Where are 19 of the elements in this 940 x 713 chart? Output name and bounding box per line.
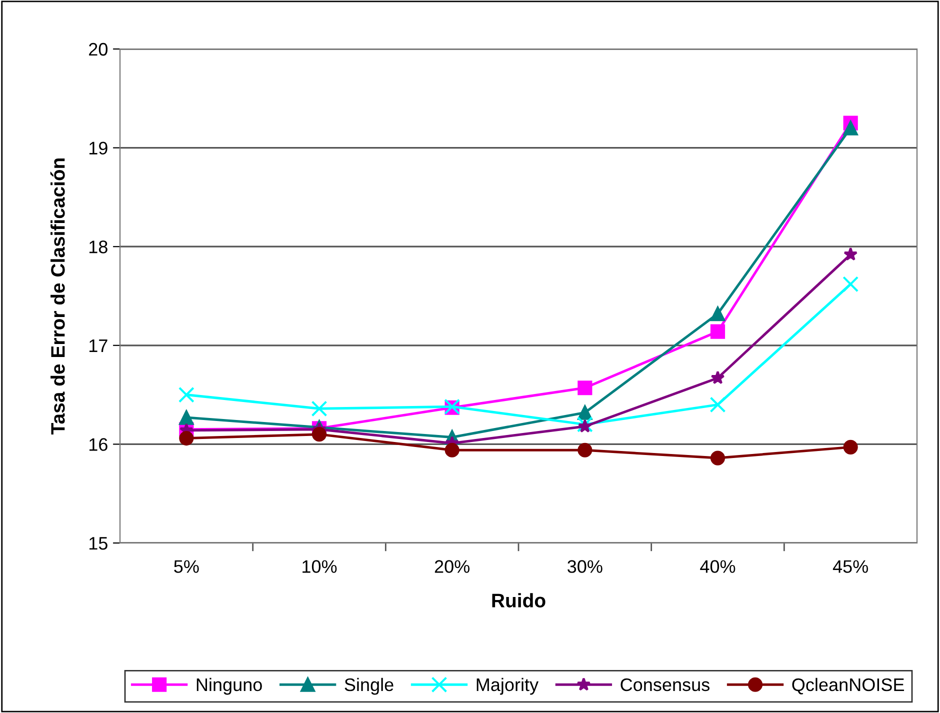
- legend-label: QcleanNOISE: [792, 678, 904, 694]
- y-tick-label: 19: [89, 142, 108, 155]
- legend-label: Ninguno: [196, 678, 262, 695]
- legend-label: Consensus: [620, 678, 710, 692]
- y-tick-label: 17: [89, 340, 108, 352]
- x-tick-label: 40%: [700, 560, 736, 573]
- x-tick-label: 20%: [434, 560, 470, 573]
- y-tick-label: 20: [89, 42, 108, 56]
- legend-label: Single: [344, 678, 394, 695]
- y-tick-label: 18: [89, 240, 108, 254]
- x-axis-title: Ruido: [492, 593, 546, 608]
- x-tick-label: 45%: [832, 560, 868, 573]
- legend-label: Majority: [476, 678, 539, 695]
- y-tick-label: 16: [89, 438, 108, 451]
- x-tick-label: 30%: [568, 560, 602, 573]
- y-axis-title: Tasa de Error de Clasificación: [50, 158, 65, 434]
- x-tick-label: 5%: [174, 560, 199, 573]
- y-tick-label: 15: [89, 537, 108, 550]
- x-tick-label: 10%: [302, 560, 337, 573]
